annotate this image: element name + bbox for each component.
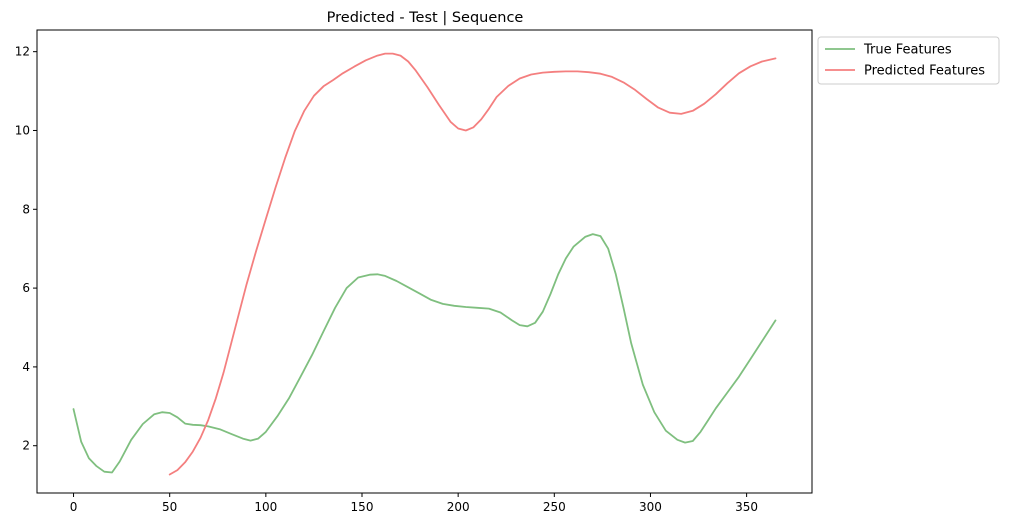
series-line-2	[168, 52, 777, 476]
legend-label-2: Predicted Features	[864, 64, 985, 79]
series-layer	[72, 52, 777, 476]
plot-area-frame	[36, 29, 813, 494]
x-tick-label: 350	[735, 500, 758, 514]
legend: True Features Predicted Features	[817, 36, 1000, 85]
x-tick-label: 100	[254, 500, 277, 514]
x-tick-label: 0	[70, 500, 78, 514]
x-tick-label: 50	[162, 500, 177, 514]
y-tick-label: 4	[22, 360, 30, 374]
x-tick-label: 150	[351, 500, 374, 514]
chart-title: Predicted - Test | Sequence	[327, 10, 524, 26]
y-axis: 2 4 6 8 10 12	[15, 45, 37, 453]
x-tick-label: 200	[447, 500, 470, 514]
legend-box	[817, 36, 1000, 85]
legend-label-1: True Features	[863, 43, 952, 58]
x-tick-label: 300	[639, 500, 662, 514]
y-tick-label: 6	[22, 281, 30, 295]
y-tick-label: 2	[22, 439, 30, 453]
series-line-1	[72, 233, 777, 474]
y-tick-label: 10	[15, 123, 30, 137]
x-axis: 0 50 100 150 200 250 300 350	[70, 493, 758, 514]
y-tick-label: 8	[22, 202, 30, 216]
y-tick-label: 12	[15, 45, 30, 59]
x-tick-label: 250	[543, 500, 566, 514]
